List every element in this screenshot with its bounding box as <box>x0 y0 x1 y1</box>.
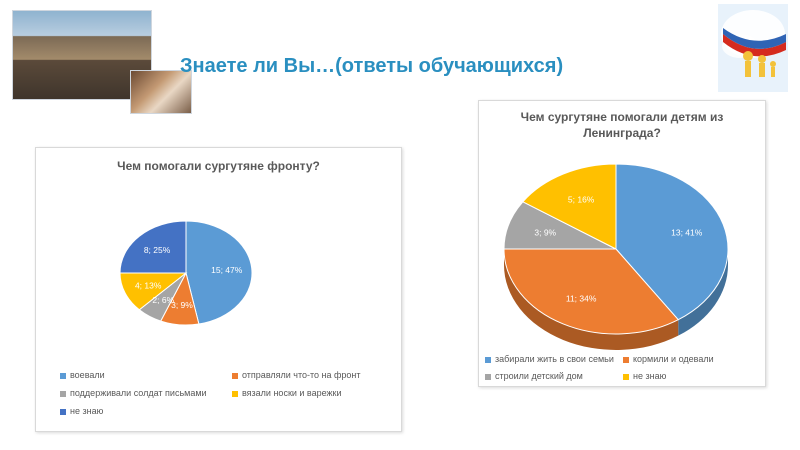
legend-item: не знаю <box>60 406 103 416</box>
legend-swatch <box>485 373 491 380</box>
legend-label: забирали жить в свои семьи <box>495 354 614 364</box>
pie-slice-1 <box>503 248 680 335</box>
legend-swatch <box>485 356 491 363</box>
data-label-2: 3; 9% <box>534 228 556 238</box>
data-label-0: 15; 47% <box>211 265 243 275</box>
pie-slice-3 <box>522 163 617 250</box>
legend-swatch <box>60 372 66 379</box>
pie-chart-front-help: 15; 47% 3; 9%2; 6% 4; 13% 8; 25% <box>119 220 253 326</box>
legend-label: поддерживали солдат письмами <box>70 388 207 398</box>
legend-label: не знаю <box>633 371 667 381</box>
data-label-3: 4; 13% <box>135 280 162 290</box>
legend-label: вязали носки и варежки <box>242 388 342 398</box>
logo-image <box>718 4 788 92</box>
legend-swatch <box>623 373 629 380</box>
legend-item: поддерживали солдат письмами <box>60 388 207 398</box>
legend-item: воевали <box>60 370 105 380</box>
legend-swatch <box>60 390 66 397</box>
page-title: Знаете ли Вы…(ответы обучающихся) <box>180 55 564 77</box>
pie-chart-leningrad-children: 13; 41% 11; 34% 3; 9% 5; 16% <box>503 163 729 350</box>
legend-item: отправляли что-то на фронт <box>232 370 361 380</box>
legend-item: забирали жить в свои семьи <box>485 354 614 364</box>
legend-swatch <box>232 390 238 397</box>
data-label-2: 2; 6% <box>152 295 174 305</box>
data-label-1: 11; 34% <box>566 293 597 303</box>
pie-slice-0 <box>185 220 253 325</box>
pie-slice-4 <box>119 220 187 274</box>
legend-item: строили детский дом <box>485 371 583 381</box>
school-photo <box>12 10 152 100</box>
legend-label: отправляли что-то на фронт <box>242 370 361 380</box>
legend-swatch <box>232 372 238 379</box>
legend-item: кормили и одевали <box>623 354 714 364</box>
legend-label: воевали <box>70 370 105 380</box>
chart-panel-leningrad-children: Чем сургутяне помогали детям из Ленингра… <box>478 100 766 387</box>
legend-label: строили детский дом <box>495 371 583 381</box>
legend-item: вязали носки и варежки <box>232 388 342 398</box>
chart-panel-front-help: Чем помогали сургутяне фронту? 15; 47% 3;… <box>35 147 402 432</box>
chart-title: Чем помогали сургутяне фронту? <box>117 159 320 173</box>
legend-swatch <box>60 408 66 415</box>
chart-title: Чем сургутяне помогали детям из Ленингра… <box>520 110 724 140</box>
data-label-3: 5; 16% <box>568 195 595 205</box>
pie-slice-side-0 <box>678 249 728 336</box>
legend-label: кормили и одевали <box>633 354 714 364</box>
data-label-4: 8; 25% <box>144 245 171 255</box>
pie-slice-side-1 <box>504 249 679 350</box>
data-label-0: 13; 41% <box>671 228 703 238</box>
students-photo <box>130 70 192 114</box>
data-label-1: 3; 9% <box>171 300 193 310</box>
legend-label: не знаю <box>70 406 104 416</box>
legend-item: не знаю <box>623 371 666 381</box>
legend-swatch <box>623 356 629 363</box>
